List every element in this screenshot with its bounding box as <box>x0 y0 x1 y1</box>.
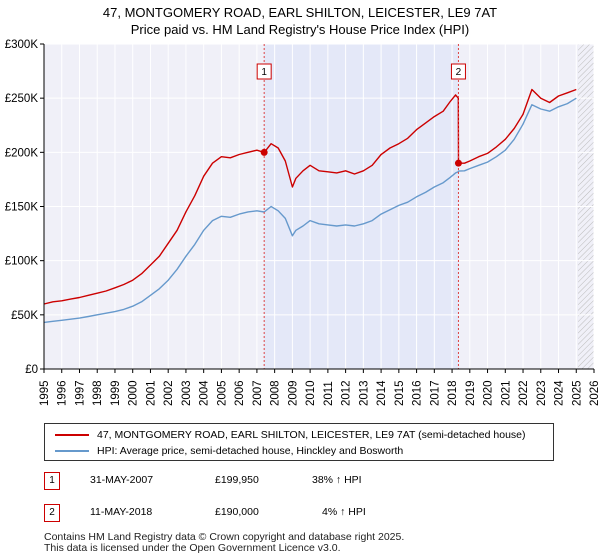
x-tick-label: 2002 <box>163 380 175 406</box>
legend-label-hpi: HPI: Average price, semi-detached house,… <box>97 445 404 457</box>
y-tick-label: £150K <box>5 202 39 214</box>
legend-swatch-property <box>55 434 89 436</box>
sale-hpi-2: 4% ↑ HPI <box>322 506 366 518</box>
x-tick-label: 2004 <box>199 380 211 406</box>
x-tick-label: 2007 <box>252 380 264 406</box>
chart-title: 47, MONTGOMERY ROAD, EARL SHILTON, LEICE… <box>0 4 600 38</box>
sale-date-1: 31-MAY-2007 <box>90 474 154 486</box>
x-tick-label: 2005 <box>216 380 228 406</box>
property-series-line <box>43 88 577 305</box>
x-tick-label: 2023 <box>536 380 548 406</box>
chart-legend: 47, MONTGOMERY ROAD, EARL SHILTON, LEICE… <box>44 423 554 461</box>
x-tick-label: 2011 <box>323 381 335 406</box>
x-tick-label: 2012 <box>341 380 353 406</box>
legend-item-hpi: HPI: Average price, semi-detached house,… <box>55 444 403 458</box>
footer-notice: Contains HM Land Registry data © Crown c… <box>44 532 404 554</box>
legend-item-property: 47, MONTGOMERY ROAD, EARL SHILTON, LEICE… <box>55 428 526 442</box>
x-tick-label: 2014 <box>376 380 388 406</box>
hpi-series-line <box>43 97 577 324</box>
x-tick-label: 2008 <box>270 380 282 406</box>
x-tick-label: 2015 <box>394 380 406 406</box>
x-tick-label: 1996 <box>57 380 69 406</box>
sale-point-2 <box>454 159 462 167</box>
sale-point-1 <box>260 148 268 156</box>
x-tick-label: 2009 <box>287 380 299 406</box>
y-tick-label: £300K <box>5 39 39 51</box>
x-tick-label: 2019 <box>465 380 477 406</box>
y-tick-label: £200K <box>5 147 39 159</box>
x-tick-label: 2016 <box>412 380 424 406</box>
sale-date-2: 11-MAY-2018 <box>90 506 153 518</box>
y-tick-label: £50K <box>11 310 38 322</box>
title-line-2: Price paid vs. HM Land Registry's House … <box>130 22 470 37</box>
sale-price-2: £190,000 <box>215 506 259 518</box>
x-tick-label: 2021 <box>500 380 512 406</box>
x-tick-label: 2018 <box>447 380 459 406</box>
x-tick-label: 2024 <box>554 380 566 406</box>
x-tick-label: 1995 <box>39 380 51 406</box>
x-tick-label: 2025 <box>571 380 583 406</box>
x-tick-label: 2010 <box>305 380 317 406</box>
y-tick-label: £0 <box>25 364 38 376</box>
x-tick-label: 1999 <box>110 380 122 406</box>
x-tick-label: 2020 <box>483 380 495 406</box>
sale-marker-label-1: 1 <box>261 67 267 78</box>
x-tick-label: 1997 <box>74 380 86 406</box>
x-tick-label: 2026 <box>589 380 600 406</box>
sale-hpi-1: 38% ↑ HPI <box>312 474 362 486</box>
legend-label-property: 47, MONTGOMERY ROAD, EARL SHILTON, LEICE… <box>97 429 526 441</box>
x-tick-label: 2017 <box>429 380 441 406</box>
sale-price-1: £199,950 <box>215 474 259 486</box>
footer-line-2: This data is licensed under the Open Gov… <box>44 542 341 554</box>
x-tick-label: 2003 <box>181 380 193 406</box>
y-tick-label: £250K <box>5 93 39 105</box>
x-tick-label: 2022 <box>518 380 530 406</box>
x-tick-label: 1998 <box>92 380 104 406</box>
x-tick-label: 2001 <box>145 380 157 406</box>
sale-marker-box-1 <box>256 63 272 80</box>
y-tick-label: £100K <box>5 256 39 268</box>
x-tick-label: 2006 <box>234 380 246 406</box>
x-tick-label: 2013 <box>358 380 370 406</box>
sale-marker-box-2 <box>450 63 466 80</box>
legend-swatch-hpi <box>55 450 89 452</box>
title-line-1: 47, MONTGOMERY ROAD, EARL SHILTON, LEICE… <box>102 5 498 20</box>
price-chart: 1 2 £0 £50K £100K £150K £200K £250K £300K 1995 19… <box>5 39 600 406</box>
footer-line-1: Contains HM Land Registry data © Crown c… <box>44 531 405 543</box>
x-tick-label: 2000 <box>128 380 140 406</box>
sale-marker-2: 2 <box>44 504 60 522</box>
sale-marker-label-2: 2 <box>456 67 462 78</box>
sale-marker-1: 1 <box>44 472 60 490</box>
